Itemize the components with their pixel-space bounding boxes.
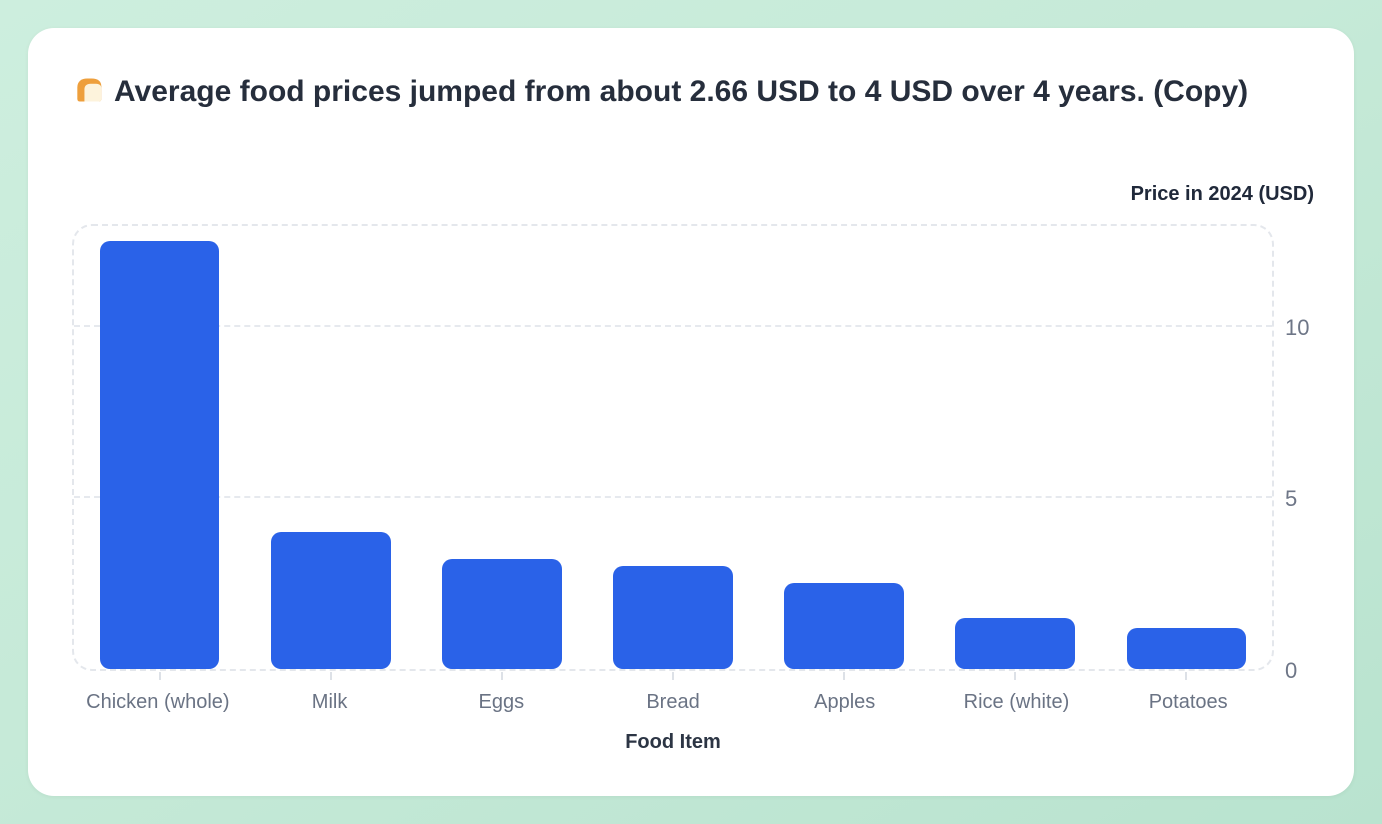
bar-potatoes[interactable]	[1126, 627, 1247, 669]
category-label-bread: Bread	[646, 691, 700, 713]
x-axis-tick-apples	[843, 672, 846, 680]
bar-chicken-whole[interactable]	[99, 241, 220, 669]
x-axis-tick-bread	[672, 672, 674, 680]
y-tick-label-0: 0	[1285, 658, 1298, 683]
category-label-chicken-whole: Chicken (whole)	[86, 691, 230, 713]
chart-title: Average food prices jumped from about 2.…	[72, 68, 1294, 119]
category-label-apples: Apples	[814, 691, 876, 713]
chart-title-text: Average food prices jumped from about 2.…	[114, 75, 1249, 108]
bar-apples[interactable]	[784, 583, 905, 669]
category-label-potatoes: Potatoes	[1148, 691, 1228, 713]
y-tick-label-10: 10	[1285, 314, 1310, 340]
bar-bread[interactable]	[613, 565, 733, 669]
plot-area	[72, 224, 1274, 680]
category-label-eggs: Eggs	[478, 691, 525, 713]
category-label-milk: Milk	[311, 691, 348, 713]
x-axis-title: Food Item	[625, 731, 721, 753]
category-label-rice-white: Rice (white)	[963, 691, 1070, 713]
gridline-10	[74, 324, 1272, 327]
x-axis-tick-potatoes	[1185, 672, 1188, 680]
x-axis-tick-rice-white	[1014, 672, 1017, 680]
x-axis-tick-milk	[329, 672, 332, 680]
y-axis-title: Price in 2024 (USD)	[1130, 183, 1314, 205]
x-axis-category-labels: Chicken (whole) Milk Eggs Bread Apples Rice (…	[72, 691, 1274, 714]
y-tick-label-5: 5	[1285, 486, 1298, 512]
bar-rice-white[interactable]	[955, 617, 1076, 669]
x-axis-tick-chicken-whole	[158, 672, 161, 680]
y-axis-tick-labels: 0 5 10	[1285, 224, 1355, 683]
x-axis-tick-eggs	[500, 672, 503, 680]
bread-emoji-icon	[72, 72, 104, 119]
gridline-5	[74, 496, 1272, 499]
bar-eggs[interactable]	[441, 559, 562, 669]
bar-milk[interactable]	[270, 531, 391, 669]
chart-card: Average food prices jumped from about 2.…	[28, 28, 1354, 796]
